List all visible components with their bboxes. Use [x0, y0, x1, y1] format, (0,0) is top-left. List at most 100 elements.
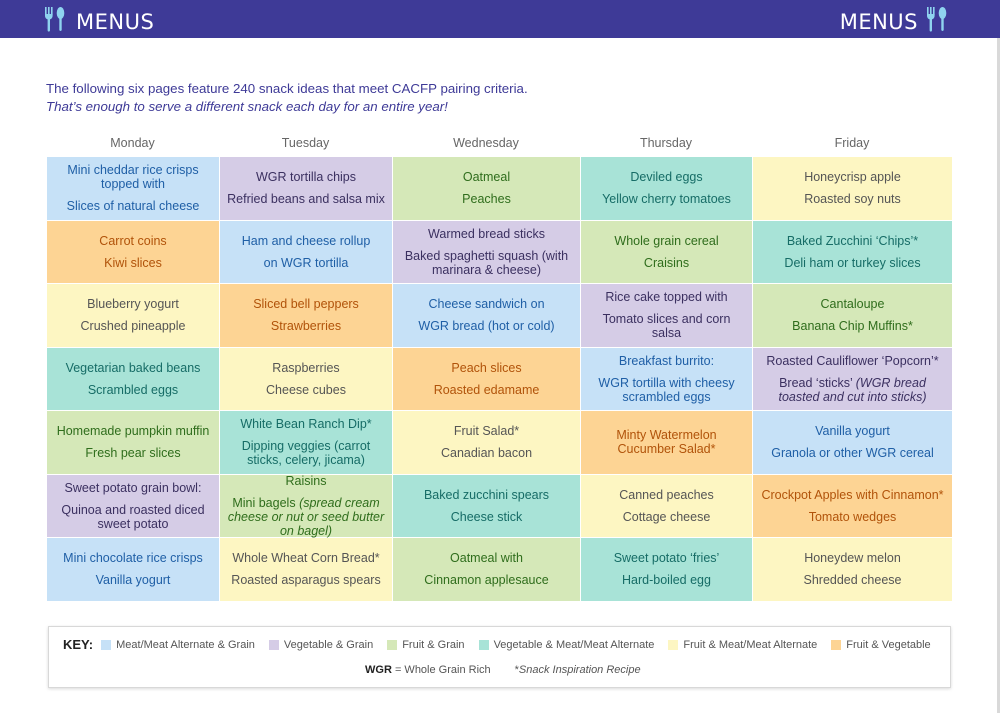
snack-item-2-text: Crushed pineapple	[80, 319, 186, 334]
snack-item-1: Vegetarian baked beans	[65, 360, 201, 375]
snack-item-1: Whole grain cereal	[614, 233, 719, 248]
key-notes: WGR = Whole Grain Rich *Snack Inspiratio…	[365, 664, 641, 676]
snack-item-1: Sliced bell peppers	[253, 297, 359, 312]
snack-item-2: Tomato wedges	[809, 510, 897, 524]
snack-cell: Whole Wheat Corn Bread* Roasted asparagus…	[220, 538, 393, 602]
snack-cell: Warmed bread sticks Baked spaghetti squas…	[393, 220, 581, 284]
snack-item-2: Fresh pear slices	[85, 446, 180, 460]
snack-item-1: Sweet potato ‘fries’	[613, 551, 720, 566]
snack-item-1: Vanilla yogurt	[815, 424, 890, 439]
snack-item-1: Oatmeal with	[450, 551, 523, 566]
snack-item-2-text: WGR bread (hot or cold)	[418, 319, 555, 334]
snack-item-1: Canned peaches	[619, 487, 714, 502]
snack-cell: Peach slices Roasted edamame	[393, 347, 581, 411]
key-item: Meat/Meat Alternate & Grain	[101, 639, 255, 651]
snack-item-2: Scrambled eggs	[88, 383, 178, 397]
snack-cell: Breakfast burrito: WGR tortilla with chee…	[581, 347, 753, 411]
snack-item-2-text: Kiwi slices	[104, 255, 162, 270]
snack-cell: Sweet potato grain bowl: Quinoa and roast…	[47, 474, 220, 538]
page-header: MENUS MENUS	[0, 0, 1000, 38]
header-title-right: MENUS	[839, 9, 918, 34]
snack-item-note: (WGR bread toasted and cut into sticks)	[778, 375, 927, 404]
snack-item-2-text: Roasted edamame	[433, 382, 540, 397]
snack-item-1: Oatmeal	[462, 170, 511, 185]
snack-item-2: WGR bread (hot or cold)	[418, 319, 554, 333]
fork-spoon-icon	[926, 6, 948, 37]
day-header: Wednesday	[453, 136, 519, 150]
key-swatch	[668, 639, 679, 650]
snack-item-1: Roasted Cauliflower ‘Popcorn’*	[766, 353, 939, 368]
snack-item-2: Hard-boiled egg	[622, 573, 711, 587]
snack-cell: Mini chocolate rice crisps Vanilla yogurt	[47, 538, 220, 602]
snack-item-1: Fruit Salad*	[453, 424, 520, 439]
snack-item-1: Honeycrisp apple	[804, 170, 901, 185]
snack-cell: Honeycrisp apple Roasted soy nuts	[753, 157, 953, 221]
snack-item-1: Mini chocolate rice crisps	[63, 551, 203, 566]
key-item-label: Meat/Meat Alternate & Grain	[116, 638, 255, 651]
snack-cell: Cheese sandwich on WGR bread (hot or cold…	[393, 284, 581, 348]
snack-cell: Whole grain cereal Craisins	[581, 220, 753, 284]
snack-item-1: Minty Watermelon Cucumber Salad*	[616, 428, 717, 457]
snack-item-2-text: Strawberries	[270, 319, 342, 334]
snack-item-2-text: Tomato slices and corn salsa	[602, 312, 731, 341]
snack-item-1: White Bean Ranch Dip*	[240, 417, 372, 432]
snack-cell: Cantaloupe Banana Chip Muffins*	[753, 284, 953, 348]
snack-item-2-text: Granola or other WGR cereal	[771, 446, 934, 461]
snack-cell: Minty Watermelon Cucumber Salad*	[581, 411, 753, 475]
snack-grid: Mini cheddar rice crisps topped with Slic…	[46, 156, 953, 602]
snack-cell: Raspberries Cheese cubes	[220, 347, 393, 411]
snack-item-2-text: Shredded cheese	[803, 573, 902, 588]
star-note: *Snack Inspiration Recipe	[515, 664, 641, 676]
star-symbol: *	[514, 664, 519, 676]
snack-cell: Oatmeal with Cinnamon applesauce	[393, 538, 581, 602]
key-swatch	[831, 639, 842, 650]
snack-item-2-text: on WGR tortilla	[263, 255, 349, 270]
snack-item-2: Bread ‘sticks’ (WGR bread toasted and cu…	[759, 376, 946, 404]
snack-cell: Oatmeal Peaches	[393, 157, 581, 221]
snack-cell: Deviled eggs Yellow cherry tomatoes	[581, 157, 753, 221]
snack-item-2-text: WGR tortilla with cheesy scrambled eggs	[598, 375, 735, 404]
snack-item-1: Mini cheddar rice crisps topped with	[67, 163, 199, 192]
snack-item-2: Deli ham or turkey slices	[784, 256, 920, 270]
snack-item-2: Dipping veggies (carrot sticks, celery, …	[226, 439, 386, 467]
snack-item-1: Breakfast burrito:	[618, 353, 715, 368]
snack-item-2: Roasted soy nuts	[804, 192, 901, 206]
snack-item-2-text: Cinnamon applesauce	[424, 573, 549, 588]
snack-item-2: Shredded cheese	[804, 573, 902, 587]
snack-item-2: Vanilla yogurt	[96, 573, 171, 587]
snack-item-2: Granola or other WGR cereal	[771, 446, 934, 460]
wgr-note: WGR = Whole Grain Rich	[365, 664, 491, 676]
snack-item-2-text: Dipping veggies (carrot sticks, celery, …	[241, 439, 371, 468]
snack-cell: Baked zucchini spears Cheese stick	[393, 474, 581, 538]
snack-cell: Canned peaches Cottage cheese	[581, 474, 753, 538]
intro-line-2: That’s enough to serve a different snack…	[46, 99, 448, 114]
snack-item-2: Cheese stick	[451, 510, 523, 524]
snack-cell: Carrot coins Kiwi slices	[47, 220, 220, 284]
snack-item-2: Banana Chip Muffins*	[792, 319, 913, 333]
star-definition: Snack Inspiration Recipe	[518, 664, 641, 676]
snack-item-2: Quinoa and roasted diced sweet potato	[53, 503, 213, 531]
snack-item-1: Raisins	[285, 473, 327, 488]
snack-item-1: Peach slices	[451, 360, 522, 375]
day-header: Monday	[110, 136, 155, 150]
snack-item-2: Canadian bacon	[441, 446, 532, 460]
snack-item-2-text: Cheese cubes	[266, 382, 346, 397]
header-left: MENUS	[44, 6, 154, 37]
snack-cell: Sliced bell peppers Strawberries	[220, 284, 393, 348]
snack-cell: Blueberry yogurt Crushed pineapple	[47, 284, 220, 348]
snack-item-2-text: Quinoa and roasted diced sweet potato	[61, 502, 205, 531]
snack-item-2-text: Roasted soy nuts	[804, 192, 901, 207]
intro-text: The following six pages feature 240 snac…	[46, 80, 528, 116]
snack-item-2-text: Slices of natural cheese	[66, 199, 200, 214]
snack-item-2-text: Yellow cherry tomatoes	[602, 192, 731, 207]
snack-item-2: on WGR tortilla	[264, 256, 349, 270]
snack-cell: Ham and cheese rollup on WGR tortilla	[220, 220, 393, 284]
snack-cell: Rice cake topped with Tomato slices and c…	[581, 284, 753, 348]
snack-cell: Raisins Mini bagels (spread cream cheese …	[220, 473, 393, 538]
snack-item-2: Cheese cubes	[266, 383, 346, 397]
wgr-abbr: WGR	[365, 664, 392, 676]
key-item-label: Fruit & Vegetable	[846, 638, 931, 651]
key-item-label: Fruit & Meat/Meat Alternate	[683, 638, 818, 651]
snack-item-1: Carrot coins	[99, 233, 167, 248]
snack-item-1: Ham and cheese rollup	[241, 233, 371, 248]
